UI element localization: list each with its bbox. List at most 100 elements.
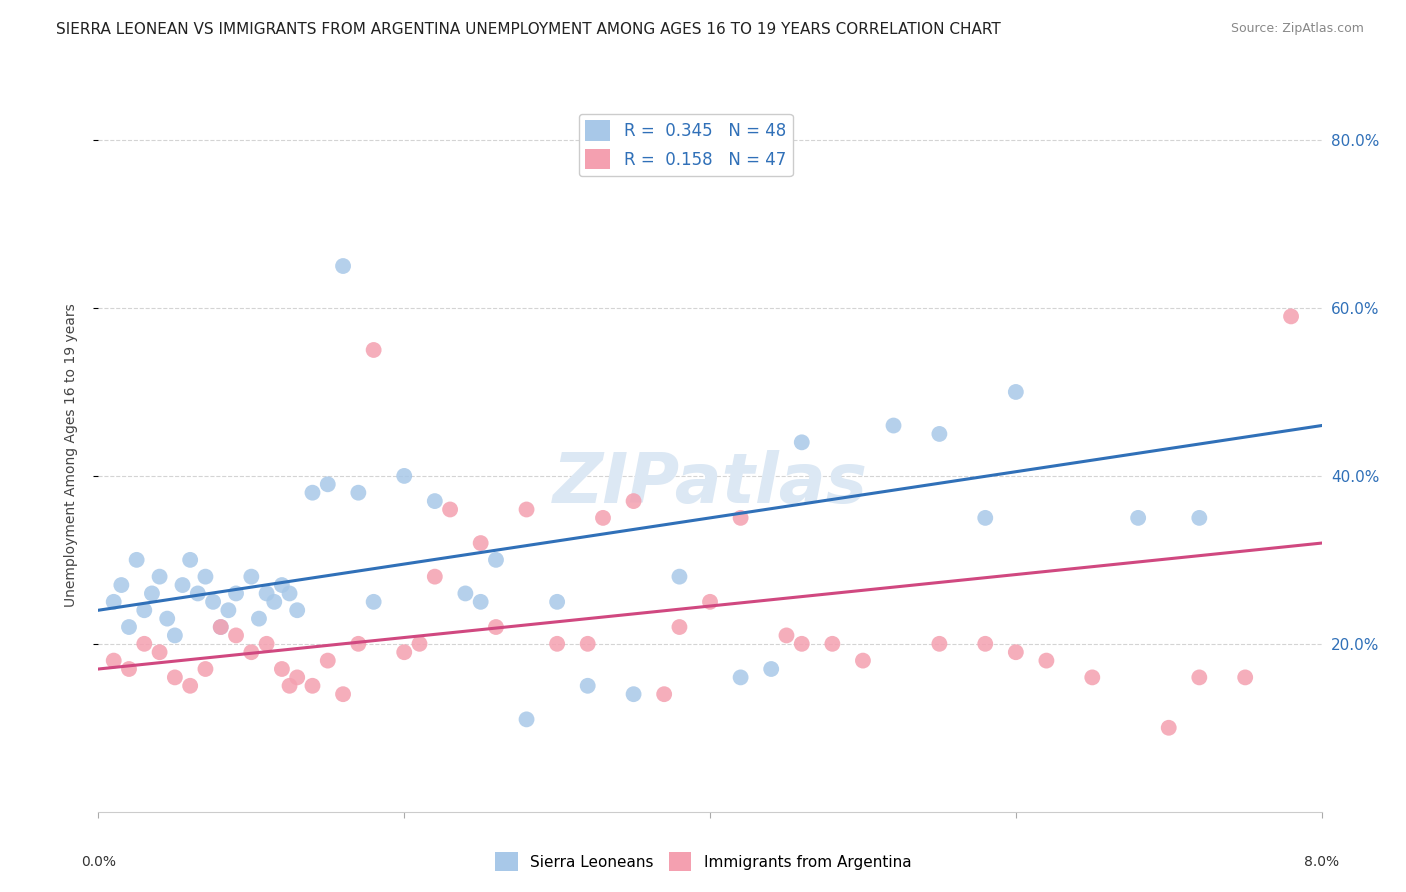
Point — [163, 670, 186, 684]
Point — [1188, 670, 1211, 684]
Point — [125, 553, 148, 567]
Point — [187, 586, 209, 600]
Point — [775, 628, 797, 642]
Point — [821, 637, 844, 651]
Point — [1128, 511, 1150, 525]
Point — [247, 612, 270, 626]
Point — [141, 586, 163, 600]
Point — [852, 654, 875, 668]
Point — [546, 595, 568, 609]
Point — [163, 628, 186, 642]
Point — [1157, 721, 1180, 735]
Point — [1035, 654, 1057, 668]
Point — [883, 418, 905, 433]
Text: 8.0%: 8.0% — [1305, 855, 1339, 869]
Point — [103, 595, 125, 609]
Point — [470, 536, 492, 550]
Point — [156, 612, 179, 626]
Point — [790, 435, 813, 450]
Point — [225, 586, 247, 600]
Point — [332, 259, 354, 273]
Point — [332, 687, 354, 701]
Point — [1081, 670, 1104, 684]
Point — [730, 511, 752, 525]
Point — [928, 426, 950, 441]
Point — [179, 553, 201, 567]
Point — [301, 485, 323, 500]
Point — [592, 511, 614, 525]
Point — [194, 569, 217, 583]
Point — [974, 637, 997, 651]
Point — [316, 477, 339, 491]
Point — [134, 637, 156, 651]
Point — [546, 637, 568, 651]
Point — [270, 662, 294, 676]
Point — [149, 645, 172, 659]
Text: ZIPatlas: ZIPatlas — [553, 450, 868, 517]
Point — [118, 620, 141, 634]
Point — [363, 595, 385, 609]
Point — [470, 595, 492, 609]
Point — [974, 511, 997, 525]
Point — [110, 578, 132, 592]
Point — [172, 578, 194, 592]
Point — [576, 637, 599, 651]
Legend: Sierra Leoneans, Immigrants from Argentina: Sierra Leoneans, Immigrants from Argenti… — [488, 847, 918, 877]
Point — [363, 343, 385, 357]
Point — [209, 620, 232, 634]
Point — [217, 603, 239, 617]
Point — [423, 569, 446, 583]
Point — [423, 494, 446, 508]
Point — [278, 679, 301, 693]
Point — [149, 569, 172, 583]
Text: 0.0%: 0.0% — [82, 855, 115, 869]
Point — [392, 469, 416, 483]
Point — [179, 679, 201, 693]
Point — [1234, 670, 1257, 684]
Text: SIERRA LEONEAN VS IMMIGRANTS FROM ARGENTINA UNEMPLOYMENT AMONG AGES 16 TO 19 YEA: SIERRA LEONEAN VS IMMIGRANTS FROM ARGENT… — [56, 22, 1001, 37]
Point — [202, 595, 225, 609]
Text: Source: ZipAtlas.com: Source: ZipAtlas.com — [1230, 22, 1364, 36]
Point — [576, 679, 599, 693]
Point — [263, 595, 285, 609]
Point — [240, 569, 263, 583]
Point — [285, 670, 308, 684]
Point — [240, 645, 263, 659]
Point — [485, 553, 508, 567]
Point — [515, 502, 537, 516]
Point — [134, 603, 156, 617]
Point — [1004, 645, 1026, 659]
Point — [790, 637, 813, 651]
Point — [256, 637, 278, 651]
Point — [699, 595, 721, 609]
Point — [194, 662, 217, 676]
Point — [668, 620, 690, 634]
Point — [515, 712, 537, 726]
Point — [623, 494, 645, 508]
Point — [439, 502, 461, 516]
Point — [1188, 511, 1211, 525]
Point — [256, 586, 278, 600]
Point — [730, 670, 752, 684]
Point — [347, 485, 370, 500]
Point — [278, 586, 301, 600]
Point — [209, 620, 232, 634]
Point — [668, 569, 690, 583]
Point — [285, 603, 308, 617]
Point — [103, 654, 125, 668]
Point — [485, 620, 508, 634]
Point — [623, 687, 645, 701]
Point — [1004, 384, 1026, 399]
Y-axis label: Unemployment Among Ages 16 to 19 years: Unemployment Among Ages 16 to 19 years — [63, 303, 77, 607]
Point — [316, 654, 339, 668]
Point — [761, 662, 783, 676]
Point — [270, 578, 294, 592]
Point — [347, 637, 370, 651]
Legend: R =  0.345   N = 48, R =  0.158   N = 47: R = 0.345 N = 48, R = 0.158 N = 47 — [579, 113, 793, 176]
Point — [408, 637, 430, 651]
Point — [652, 687, 675, 701]
Point — [392, 645, 416, 659]
Point — [301, 679, 323, 693]
Point — [225, 628, 247, 642]
Point — [118, 662, 141, 676]
